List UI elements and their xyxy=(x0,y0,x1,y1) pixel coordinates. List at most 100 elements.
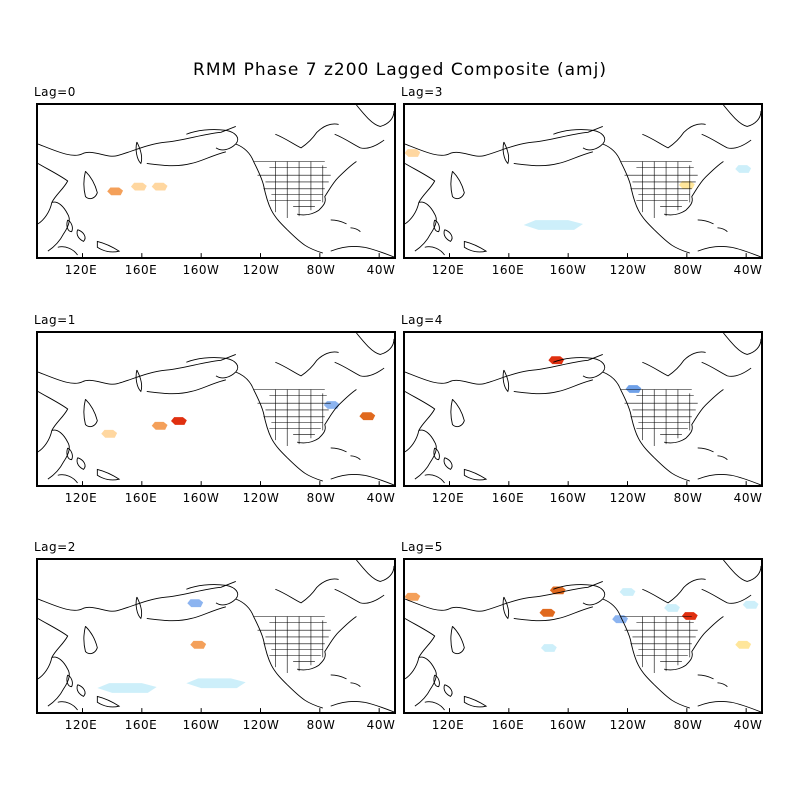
negative-anomaly-patch xyxy=(187,599,204,608)
coastline xyxy=(146,379,227,395)
panel-label: Lag=4 xyxy=(401,313,443,327)
coastline xyxy=(286,229,323,254)
coastline xyxy=(424,701,445,711)
coastline xyxy=(697,474,761,485)
coastline xyxy=(47,656,70,707)
coastline-layer xyxy=(405,333,761,485)
x-tick-label: 160E xyxy=(491,718,525,732)
x-tick-label: 120W xyxy=(242,718,280,732)
x-tick-label: 160W xyxy=(182,718,220,732)
coastline xyxy=(334,361,385,377)
coastline xyxy=(502,369,510,393)
coastline xyxy=(642,351,706,377)
coastline xyxy=(502,141,510,165)
x-tick-label: 120W xyxy=(242,491,280,505)
coastline xyxy=(450,398,465,428)
coastline xyxy=(443,684,453,697)
map-panel-lag-2 xyxy=(36,558,396,714)
coastline-layer xyxy=(38,105,394,257)
map-panel-lag-3 xyxy=(403,103,763,259)
x-tick-label: 40W xyxy=(733,263,763,277)
coastline xyxy=(424,474,445,484)
x-tick-label: 160W xyxy=(549,718,587,732)
coastline xyxy=(663,161,724,216)
x-tick-label: 120E xyxy=(431,263,465,277)
coastline xyxy=(356,105,394,127)
positive-anomaly-patch xyxy=(151,421,168,430)
coastline xyxy=(47,429,70,480)
anomaly-layer xyxy=(405,149,752,230)
anomaly-layer xyxy=(405,586,759,652)
state-border-layer xyxy=(253,616,331,674)
coastline xyxy=(330,474,394,485)
positive-anomaly-patch xyxy=(405,149,421,157)
coastline xyxy=(296,161,357,216)
map-panel-lag-5 xyxy=(403,558,763,714)
negative-anomaly-patch xyxy=(625,385,642,393)
coastline xyxy=(135,596,143,620)
coastline xyxy=(38,163,69,225)
coastline xyxy=(96,240,121,253)
positive-anomaly-patch xyxy=(359,412,376,421)
x-tick-label: 160W xyxy=(549,491,587,505)
coastline xyxy=(405,581,603,612)
map-canvas xyxy=(38,105,394,257)
x-tick-label: 120E xyxy=(64,263,98,277)
coastline xyxy=(38,581,236,612)
positive-anomaly-patch xyxy=(405,592,421,601)
panel-label: Lag=2 xyxy=(34,540,76,554)
negative-anomaly-patch xyxy=(523,220,583,230)
coastline xyxy=(286,457,323,482)
coastline xyxy=(330,219,347,225)
positive-anomaly-patch xyxy=(539,608,556,617)
coastline xyxy=(330,246,394,257)
coastline xyxy=(405,126,603,157)
coastline xyxy=(146,606,227,622)
coastline xyxy=(296,389,357,444)
negative-anomaly-patch xyxy=(664,604,680,612)
coastline xyxy=(330,701,394,712)
coastline xyxy=(96,468,121,481)
coastline xyxy=(701,588,752,604)
x-tick-label: 40W xyxy=(366,491,396,505)
coastline xyxy=(463,240,488,253)
coastline xyxy=(235,143,288,231)
coastline xyxy=(66,219,73,233)
negative-anomaly-patch xyxy=(619,588,636,596)
coastline-layer xyxy=(405,560,761,712)
coastline xyxy=(553,584,606,606)
map-canvas xyxy=(405,333,761,485)
coastline xyxy=(697,701,761,712)
coastline xyxy=(76,684,86,697)
x-tick-label: 160E xyxy=(491,491,525,505)
x-tick-label: 160W xyxy=(182,263,220,277)
map-canvas xyxy=(38,560,394,712)
map-panel-lag-0 xyxy=(36,103,396,259)
coastline xyxy=(356,333,394,355)
anomaly-layer xyxy=(97,599,246,693)
anomaly-layer xyxy=(101,401,376,438)
positive-anomaly-patch xyxy=(107,187,124,196)
map-panel-lag-4 xyxy=(403,331,763,487)
coastline xyxy=(697,447,714,453)
coastline xyxy=(57,246,78,256)
map-canvas xyxy=(405,105,761,257)
negative-anomaly-patch xyxy=(612,615,628,624)
coastline xyxy=(697,674,714,680)
coastline xyxy=(405,391,436,453)
x-tick-label: 120W xyxy=(609,263,647,277)
map-canvas xyxy=(38,333,394,485)
x-tick-label: 160W xyxy=(182,491,220,505)
x-tick-label: 120E xyxy=(431,491,465,505)
panel-label: Lag=1 xyxy=(34,313,76,327)
negative-anomaly-patch xyxy=(97,683,157,693)
x-tick-label: 160W xyxy=(549,263,587,277)
coastline xyxy=(57,701,78,711)
coastline xyxy=(186,129,239,151)
positive-anomaly-patch xyxy=(171,417,187,425)
coastline xyxy=(83,398,98,428)
coastline xyxy=(186,584,239,606)
map-canvas xyxy=(405,560,761,712)
coastline xyxy=(38,391,69,453)
positive-anomaly-patch xyxy=(548,356,565,365)
